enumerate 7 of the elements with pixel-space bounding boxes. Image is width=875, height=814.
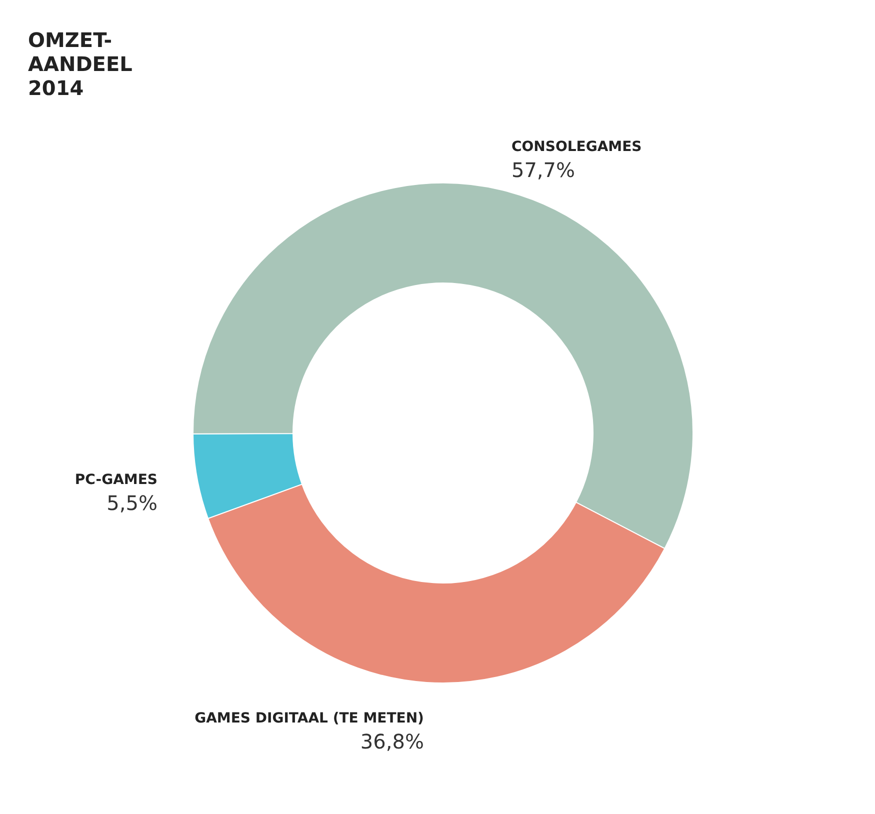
slice-label: CONSOLEGAMES: [511, 139, 642, 156]
data-label: 57,7%: [511, 158, 576, 182]
data-label: 5,5%: [106, 490, 158, 515]
chart-title: OMZET-AANDEEL 2014: [28, 28, 134, 100]
slice-label: GAMES DIGITAAL (TE METEN): [194, 710, 424, 726]
slice-label: PC-GAMES: [74, 472, 158, 488]
data-label: 36,8%: [360, 729, 424, 754]
